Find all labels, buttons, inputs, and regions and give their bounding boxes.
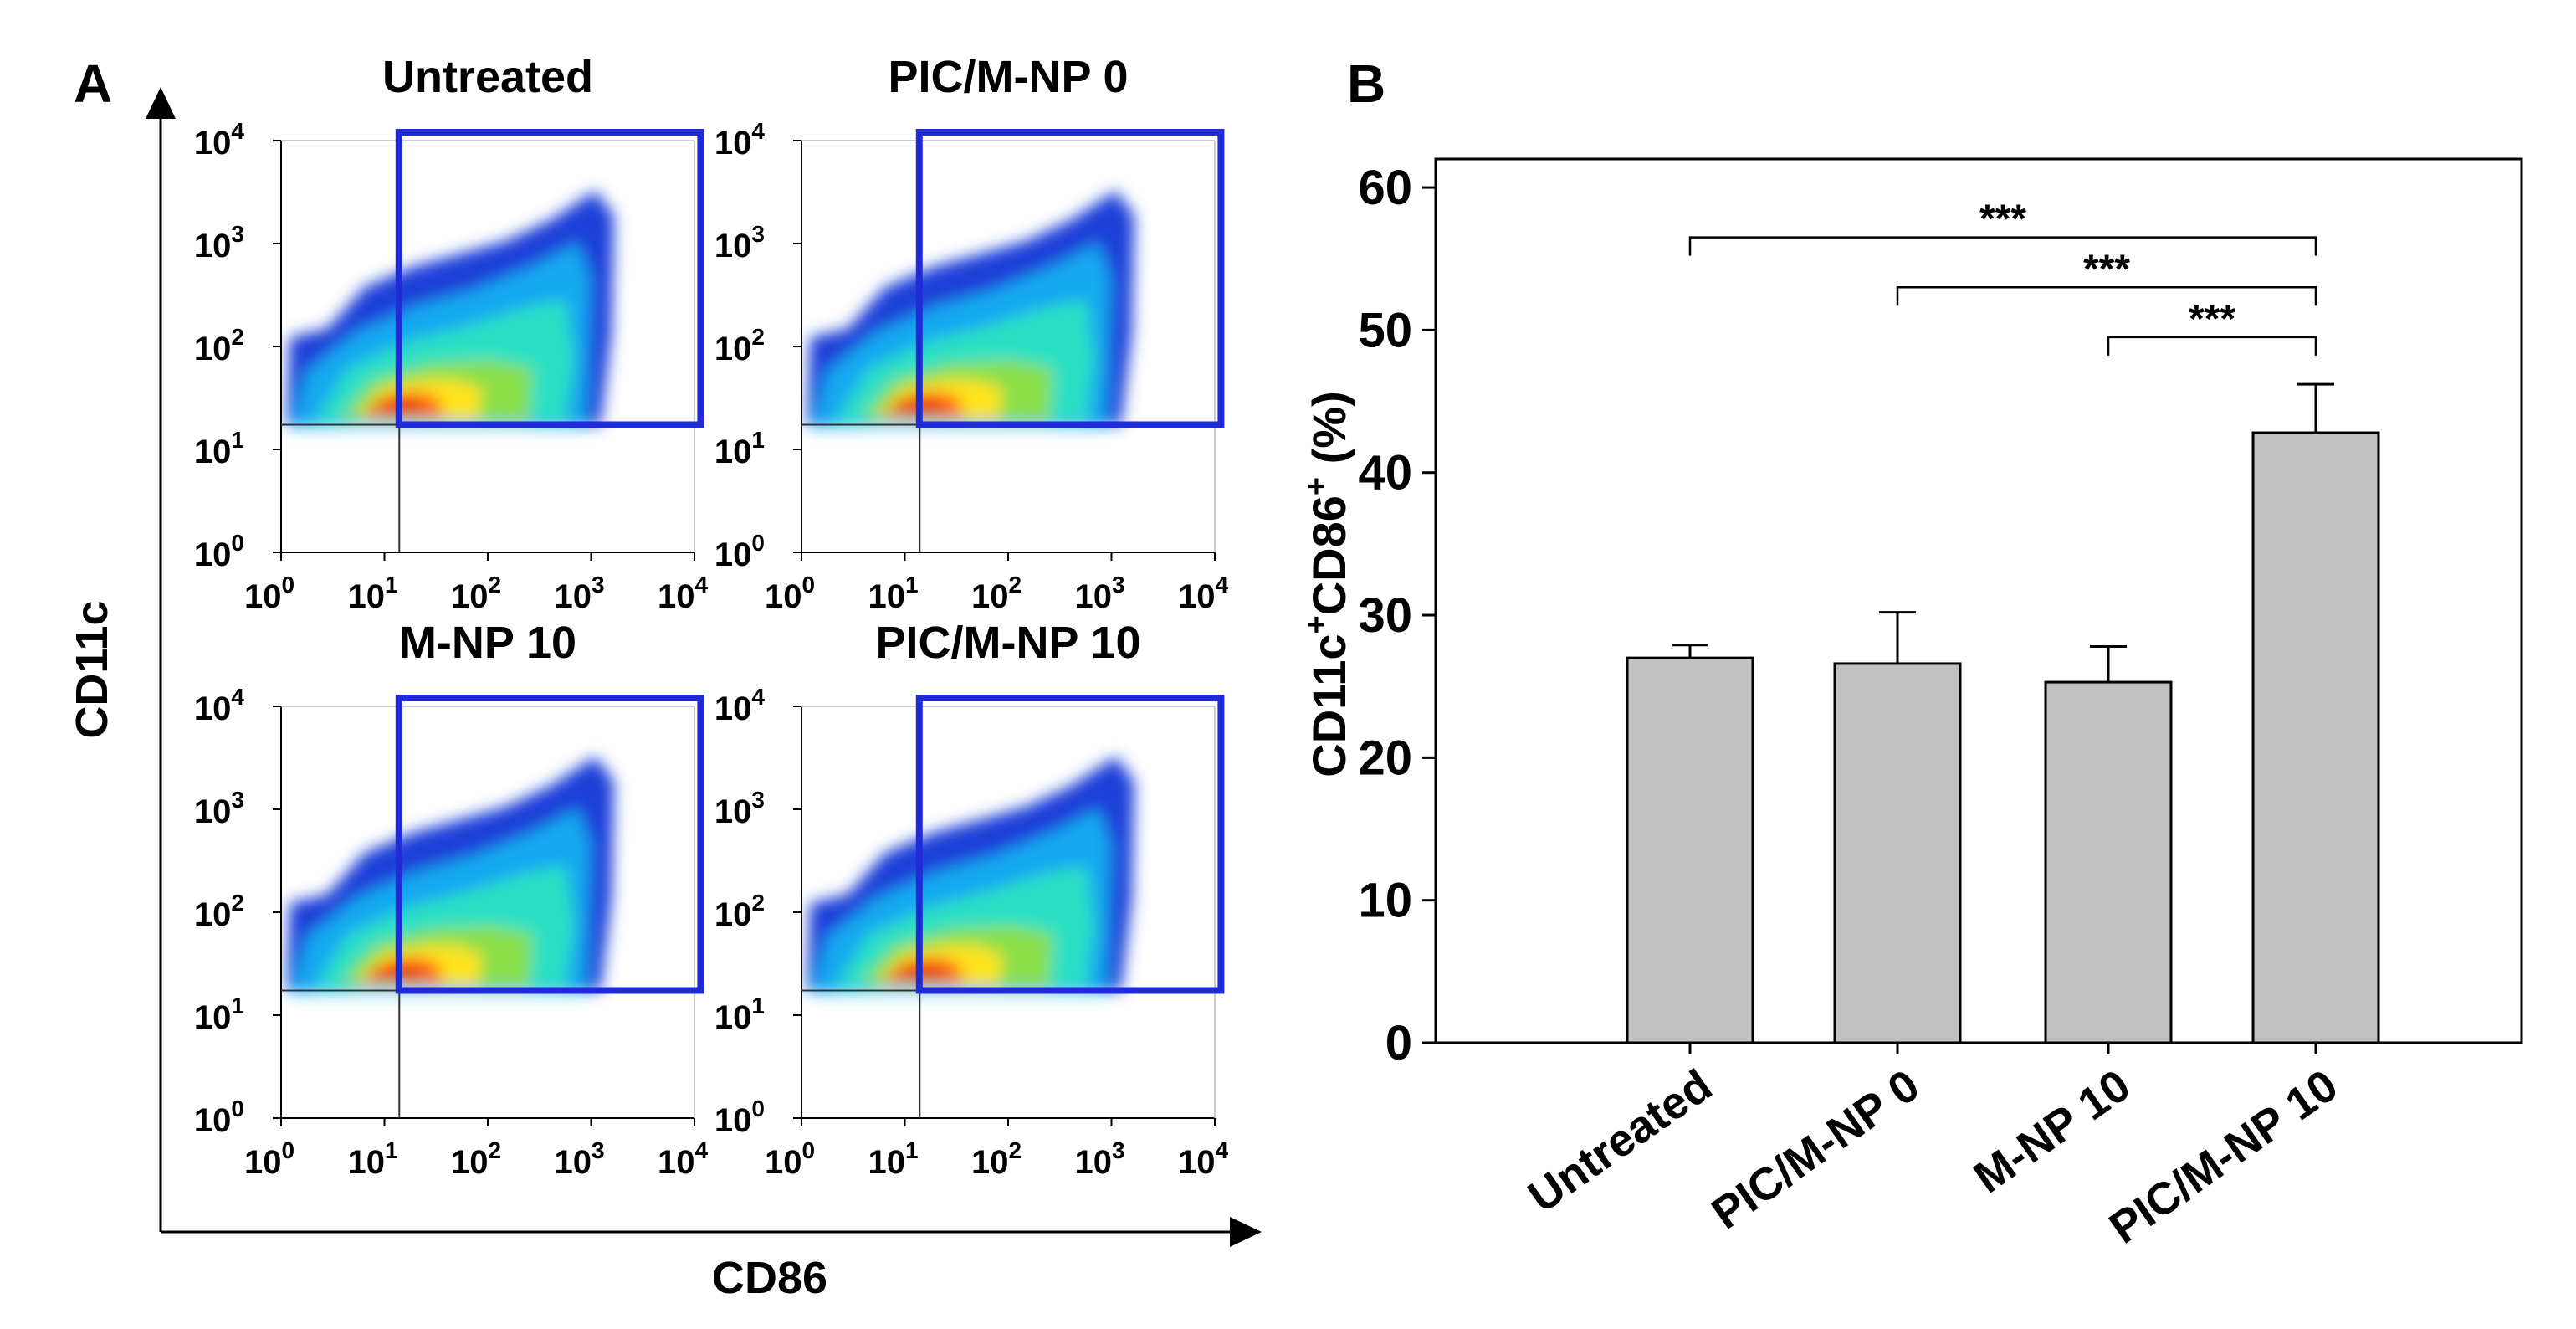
bar-3[interactable] — [2251, 431, 2380, 1044]
bar-2[interactable] — [2044, 680, 2173, 1044]
y-tick-label: 102 — [714, 324, 765, 367]
panel-a-axes — [146, 87, 1262, 1247]
y-tick-label: 100 — [194, 530, 244, 573]
density-plot — [286, 191, 614, 427]
y-tick-label: 101 — [194, 993, 244, 1036]
x-tick-label: M-NP 10 — [1965, 1060, 2139, 1203]
x-tick-label: 100 — [765, 1137, 815, 1181]
flow-plot-title: Untreated — [382, 52, 593, 102]
y-tick-label: 102 — [194, 890, 244, 933]
x-tick-label: 104 — [658, 572, 709, 615]
density-plot — [807, 191, 1134, 427]
significance-bracket — [1688, 236, 2317, 256]
y-tick-label: 0 — [1385, 1016, 1412, 1070]
y-tick-label: 40 — [1358, 446, 1412, 500]
x-tick-label: 102 — [971, 1137, 1022, 1181]
y-tick-label: 100 — [714, 1096, 765, 1139]
x-tick-label: 104 — [1178, 1137, 1229, 1181]
x-tick-label: 104 — [1178, 572, 1229, 615]
gate-box[interactable] — [395, 129, 704, 428]
y-tick-label: 102 — [714, 890, 765, 933]
x-arrowhead — [1230, 1217, 1262, 1247]
y-tick-label: 30 — [1358, 588, 1412, 643]
y-tick-label: 100 — [194, 1096, 244, 1139]
y-tick-label: 10 — [1358, 874, 1412, 928]
x-tick-label: 100 — [765, 572, 815, 615]
x-tick-label: 103 — [1074, 1137, 1124, 1181]
flow-plots: Untreated100100101101102102103103104104P… — [194, 52, 1229, 1181]
y-tick-label: 60 — [1358, 161, 1412, 215]
panel-a-ylabel: CD11c — [67, 600, 117, 738]
y-tick-label: 20 — [1358, 731, 1412, 785]
x-tick-label: 100 — [244, 572, 294, 615]
y-tick-label: 101 — [714, 993, 765, 1036]
y-tick-label: 103 — [194, 221, 244, 264]
x-tick-label: 104 — [658, 1137, 709, 1181]
flow-plot-title: PIC/M-NP 10 — [875, 618, 1140, 668]
significance-label: *** — [1979, 198, 2026, 242]
significance-bracket — [1896, 286, 2317, 306]
x-tick-label: 102 — [971, 572, 1022, 615]
y-tick-label: 101 — [714, 427, 765, 470]
y-tick-label: 104 — [714, 118, 766, 162]
y-tick-label: 104 — [194, 684, 245, 727]
y-tick-label: 103 — [714, 221, 765, 264]
x-tick-label: 103 — [1074, 572, 1124, 615]
x-tick-label: 101 — [868, 572, 918, 615]
x-tick-label: 101 — [868, 1137, 918, 1181]
y-tick-label: 101 — [194, 427, 244, 470]
x-tick-label: 102 — [451, 1137, 501, 1181]
plot-frame — [1434, 157, 2523, 1044]
bar-0[interactable] — [1626, 656, 1754, 1044]
panel-a-xlabel: CD86 — [712, 1253, 827, 1303]
bar-1[interactable] — [1833, 662, 1962, 1044]
y-tick-label: 104 — [194, 118, 245, 162]
y-tick-label: 103 — [714, 787, 765, 830]
significance-bracket — [2107, 336, 2317, 356]
x-tick-label: 101 — [347, 1137, 397, 1181]
panel-label-b: B — [1347, 54, 1385, 114]
x-tick-label: PIC/M-NP 0 — [1703, 1060, 1928, 1239]
significance-label: *** — [2083, 247, 2130, 291]
y-tick-label: 102 — [194, 324, 244, 367]
x-tick-label: 100 — [244, 1137, 294, 1181]
x-tick-label: 103 — [554, 1137, 604, 1181]
x-tick-label: 103 — [554, 572, 604, 615]
x-tick-label: 101 — [347, 572, 397, 615]
gate-box[interactable] — [915, 695, 1225, 994]
x-tick-label: Untreated — [1519, 1060, 1721, 1223]
density-plot — [807, 757, 1134, 993]
panel-label-a: A — [74, 54, 112, 114]
flow-plot-title: PIC/M-NP 0 — [888, 52, 1128, 102]
y-tick-label: 50 — [1358, 303, 1412, 357]
y-tick-label: 104 — [714, 684, 766, 727]
significance-label: *** — [2189, 297, 2235, 341]
y-axis-label: CD11c+CD86+ (%) — [1299, 391, 1355, 777]
x-tick-label: 102 — [451, 572, 501, 615]
flow-plot-title: M-NP 10 — [399, 618, 576, 668]
y-tick-label: 100 — [714, 530, 765, 573]
y-arrowhead — [146, 87, 176, 119]
y-tick-label: 103 — [194, 787, 244, 830]
x-tick-label: PIC/M-NP 10 — [2101, 1060, 2347, 1254]
gate-box[interactable] — [915, 129, 1225, 428]
gate-box[interactable] — [395, 695, 704, 994]
density-plot — [286, 757, 614, 993]
